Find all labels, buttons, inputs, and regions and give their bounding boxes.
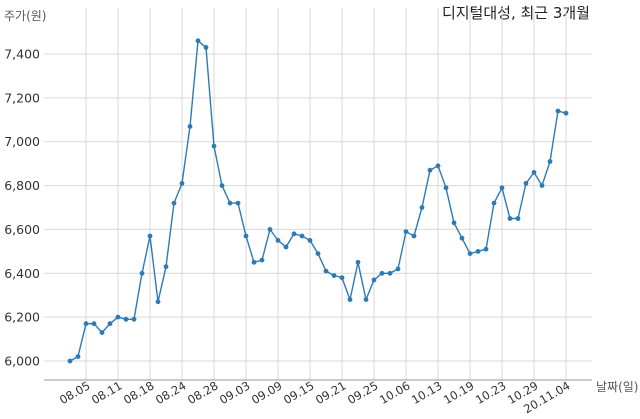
x-tick-label: 10.19 xyxy=(441,378,477,407)
data-point xyxy=(459,235,465,241)
data-point xyxy=(299,233,305,239)
data-point xyxy=(283,244,289,250)
data-point xyxy=(235,200,241,206)
data-point xyxy=(227,200,233,206)
data-point xyxy=(155,299,161,305)
y-tick-label: 6,400 xyxy=(4,266,40,281)
data-point xyxy=(403,229,409,235)
data-point xyxy=(179,181,185,186)
data-point xyxy=(419,205,425,210)
data-point xyxy=(443,185,449,191)
y-tick-label: 7,400 xyxy=(4,47,40,62)
series-line xyxy=(69,40,567,362)
y-tick-label: 7,000 xyxy=(4,134,40,149)
x-tick-label: 08.05 xyxy=(57,378,93,407)
x-tick-label: 09.25 xyxy=(345,378,381,407)
y-tick-label: 7,200 xyxy=(4,90,40,105)
data-point xyxy=(411,233,417,239)
data-point xyxy=(291,231,297,237)
data-point xyxy=(163,264,169,270)
data-point xyxy=(147,233,153,239)
data-point xyxy=(211,143,217,149)
y-tick-label: 6,200 xyxy=(4,310,40,325)
data-point xyxy=(107,321,113,327)
data-point xyxy=(395,266,401,272)
data-point xyxy=(435,163,441,169)
data-point xyxy=(195,38,201,44)
data-point xyxy=(123,316,129,322)
x-tick-label: 09.21 xyxy=(313,378,349,407)
data-point xyxy=(267,227,273,232)
data-point xyxy=(507,216,513,221)
y-tick-labels: 6,000 6,200 6,400 6,600 6,800 7,000 7,200 7,400 xyxy=(4,47,40,369)
data-point xyxy=(467,251,473,256)
x-tick-label: 08.28 xyxy=(185,378,221,407)
data-point xyxy=(275,238,281,243)
data-point xyxy=(203,45,209,50)
data-point xyxy=(563,110,569,116)
data-point xyxy=(483,246,489,252)
data-point xyxy=(539,183,545,189)
y-tick-label: 6,600 xyxy=(4,222,40,237)
x-tick-label: 10.06 xyxy=(377,378,413,407)
data-point xyxy=(323,268,329,274)
data-point xyxy=(363,297,369,302)
x-tick-label: 10.13 xyxy=(409,378,445,407)
data-point xyxy=(219,183,225,189)
data-point xyxy=(379,270,385,276)
data-point xyxy=(131,316,137,322)
data-point xyxy=(251,259,257,265)
data-point xyxy=(339,275,345,281)
data-point xyxy=(83,321,89,327)
data-point xyxy=(331,273,337,278)
x-tick-label: 08.18 xyxy=(121,378,157,407)
data-point xyxy=(427,167,433,173)
data-point xyxy=(187,124,193,129)
data-point xyxy=(347,297,353,302)
data-point xyxy=(307,238,313,243)
data-point xyxy=(243,233,249,239)
data-point xyxy=(547,159,553,164)
data-point xyxy=(171,200,177,206)
data-point xyxy=(451,220,457,226)
data-point xyxy=(499,185,505,191)
data-point xyxy=(491,200,497,206)
chart-title: 디지털대성, 최근 3개월 xyxy=(442,4,590,22)
grid-lines xyxy=(44,8,592,380)
data-point xyxy=(315,251,321,256)
data-point xyxy=(531,170,537,175)
data-point xyxy=(259,257,265,263)
y-tick-label: 6,800 xyxy=(4,178,40,193)
y-tick-label: 6,000 xyxy=(4,354,40,369)
data-point xyxy=(355,259,361,265)
data-point xyxy=(75,354,81,359)
x-tick-label: 08.11 xyxy=(89,378,125,407)
data-point xyxy=(99,330,105,335)
data-point xyxy=(387,270,393,276)
data-point xyxy=(523,181,529,186)
x-tick-label: 09.09 xyxy=(249,378,285,407)
x-tick-labels: 08.0508.1108.1808.2408.2809.0309.0909.15… xyxy=(57,378,573,416)
x-tick-label: 09.15 xyxy=(281,378,317,407)
data-point xyxy=(91,321,97,327)
x-axis-label: 날짜(일) xyxy=(596,380,638,394)
data-point xyxy=(139,270,145,276)
data-point xyxy=(515,216,521,221)
data-point xyxy=(555,108,561,114)
data-point xyxy=(475,249,481,254)
data-point xyxy=(371,277,377,283)
data-point xyxy=(115,314,121,320)
x-tick-label: 10.23 xyxy=(473,378,509,407)
x-tick-label: 09.03 xyxy=(217,378,253,407)
y-axis-label: 주가(원) xyxy=(4,9,46,23)
price-series xyxy=(67,38,569,364)
x-tick-label: 08.24 xyxy=(153,378,189,407)
data-point xyxy=(67,358,73,364)
